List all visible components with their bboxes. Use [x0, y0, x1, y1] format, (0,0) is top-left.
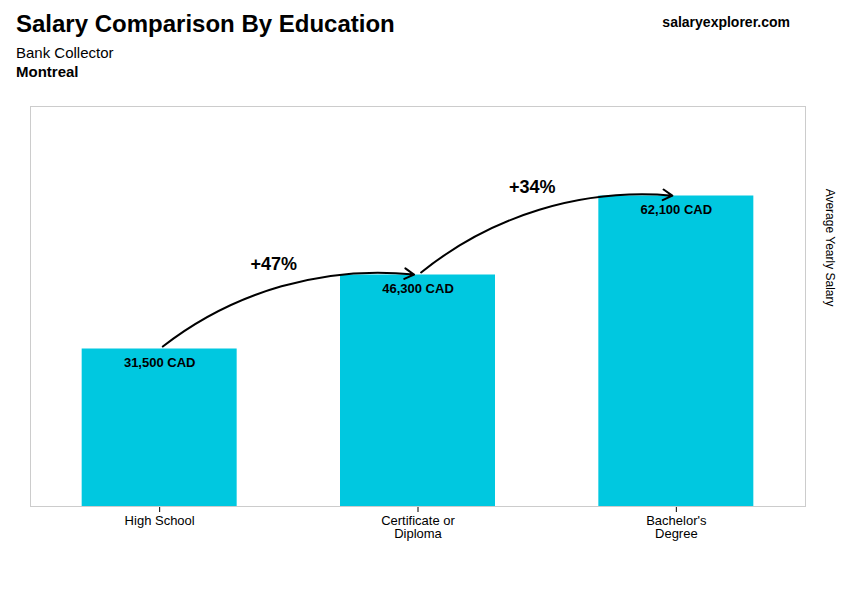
svg-text:Bachelor'sDegree: Bachelor'sDegree: [646, 513, 707, 541]
svg-text:+34%: +34%: [509, 177, 556, 197]
html-text:Bank Collector: Bank Collector: [16, 44, 114, 61]
html-text:salary explorer.com: salary explorer.com: [662, 14, 790, 30]
html-text:Montreal: Montreal: [16, 63, 79, 80]
svg-text:+47%: +47%: [251, 254, 298, 274]
svg-text:62,100 CAD: 62,100 CAD: [641, 202, 713, 217]
svg-text:46,300 CAD: 46,300 CAD: [382, 281, 454, 296]
svg-text:31,500 CAD: 31,500 CAD: [124, 355, 196, 370]
svg-text:High School: High School: [125, 513, 195, 528]
html-text:Salary Comparison By Education: Salary Comparison By Education: [16, 10, 395, 37]
svg-text:Certificate orDiploma: Certificate orDiploma: [381, 513, 455, 541]
svg-text:Average Yearly Salary: Average Yearly Salary: [823, 189, 837, 307]
